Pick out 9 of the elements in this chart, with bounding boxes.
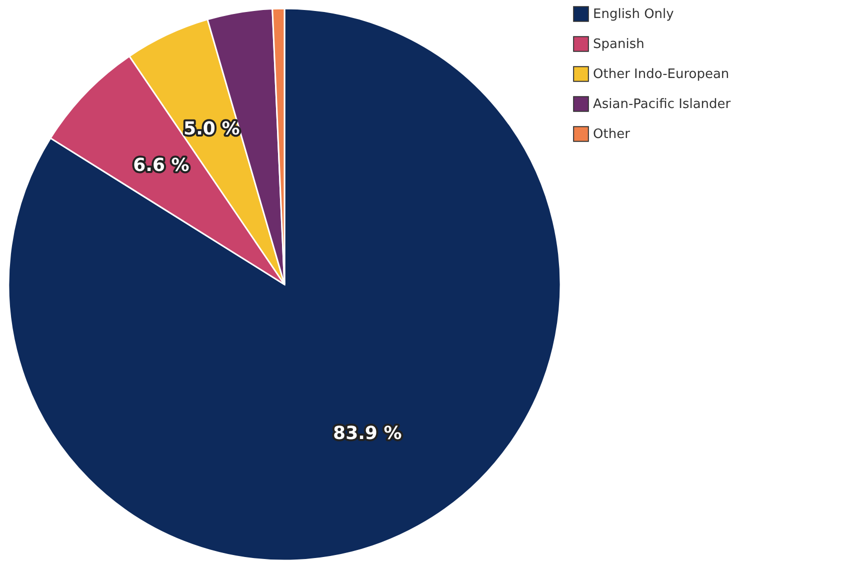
data-label: 83.9 %: [333, 423, 402, 444]
legend-label: Other: [593, 127, 631, 142]
legend-label: Other Indo-European: [593, 67, 730, 82]
data-label: 6.6 %: [133, 154, 190, 176]
legend-label: Asian-Pacific Islander: [593, 97, 732, 112]
data-label: 5.0 %: [184, 118, 240, 140]
legend-label: English Only: [593, 7, 674, 22]
legend-label: Spanish: [593, 37, 644, 52]
pie-slice: [8, 8, 562, 561]
